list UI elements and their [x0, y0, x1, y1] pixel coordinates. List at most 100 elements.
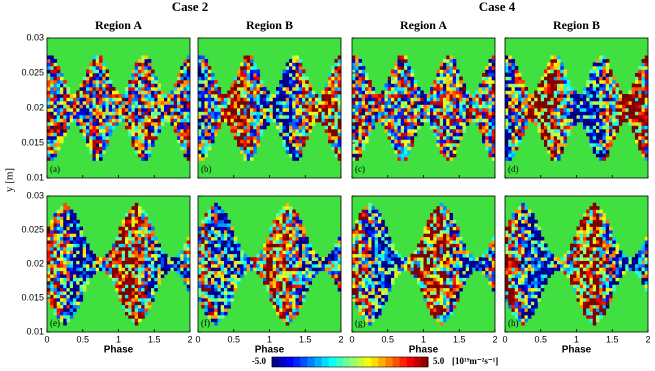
- heat-cell: [398, 94, 402, 98]
- heat-cell: [135, 264, 139, 268]
- heat-cell: [312, 112, 316, 116]
- heat-cell: [184, 143, 188, 147]
- heat-cell: [180, 94, 184, 98]
- heat-cell: [224, 94, 228, 98]
- heat-cell: [135, 223, 139, 227]
- heat-cell: [273, 119, 277, 123]
- heat-cell: [479, 119, 483, 123]
- heat-cell: [80, 254, 84, 258]
- heat-cell: [167, 112, 171, 116]
- heat-cell: [244, 257, 248, 261]
- heat-cell: [263, 281, 267, 285]
- heat-cell: [89, 77, 93, 81]
- heat-cell: [96, 98, 100, 102]
- heat-cell: [208, 254, 212, 258]
- heat-cell: [276, 305, 280, 309]
- heat-cell: [450, 77, 454, 81]
- heat-cell: [276, 216, 280, 220]
- heat-cell: [211, 91, 215, 95]
- heat-cell: [128, 230, 132, 234]
- heat-cell: [198, 98, 202, 102]
- heat-cell: [67, 233, 71, 237]
- heat-cell: [283, 73, 287, 77]
- heat-cell: [198, 147, 202, 151]
- heat-cell: [208, 70, 212, 74]
- heat-cell: [417, 122, 421, 126]
- heat-cell: [63, 108, 67, 112]
- heat-cell: [518, 108, 522, 112]
- heat-cell: [73, 105, 77, 109]
- heat-cell: [583, 98, 587, 102]
- heat-cell: [138, 233, 142, 237]
- heat-cell: [250, 56, 254, 60]
- heat-cell: [227, 108, 231, 112]
- heat-cell: [632, 129, 636, 133]
- heat-cell: [208, 291, 212, 295]
- heat-cell: [283, 288, 287, 292]
- heat-cell: [73, 308, 77, 312]
- heat-cell: [57, 257, 61, 261]
- heat-cell: [54, 305, 58, 309]
- heat-cell: [596, 129, 600, 133]
- heat-cell: [446, 98, 450, 102]
- heat-cell: [414, 112, 418, 116]
- heat-cell: [201, 115, 205, 119]
- heat-cell: [141, 230, 145, 234]
- heat-cell: [299, 133, 303, 137]
- heat-cell: [328, 112, 332, 116]
- heat-cell: [63, 210, 67, 214]
- heat-cell: [161, 98, 165, 102]
- heat-cell: [50, 278, 54, 282]
- heat-cell: [247, 87, 251, 91]
- heat-cell: [138, 108, 142, 112]
- heat-cell: [629, 91, 633, 95]
- heat-cell: [289, 213, 293, 217]
- heat-cell: [603, 126, 607, 130]
- heat-cell: [286, 112, 290, 116]
- heat-cell: [328, 77, 332, 81]
- heat-cell: [80, 98, 84, 102]
- heat-cell: [521, 119, 525, 123]
- heat-cell: [270, 227, 274, 231]
- heat-cell: [508, 70, 512, 74]
- heat-cell: [309, 91, 313, 95]
- heat-cell: [472, 112, 476, 116]
- heat-cell: [590, 112, 594, 116]
- heat-cell: [270, 254, 274, 258]
- heat-cell: [135, 101, 139, 105]
- heat-cell: [135, 206, 139, 210]
- heat-cell: [270, 264, 274, 268]
- heat-cell: [505, 59, 509, 63]
- heat-cell: [289, 87, 293, 91]
- heat-cell: [283, 70, 287, 74]
- heat-cell: [417, 119, 421, 123]
- heat-cell: [47, 257, 51, 261]
- heat-cell: [302, 94, 306, 98]
- heat-cell: [240, 129, 244, 133]
- heat-cell: [453, 115, 457, 119]
- heat-cell: [250, 98, 254, 102]
- heat-cell: [335, 108, 339, 112]
- heat-cell: [227, 91, 231, 95]
- heat-cell: [257, 129, 261, 133]
- heat-cell: [167, 108, 171, 112]
- heat-cell: [96, 154, 100, 158]
- heat-cell: [151, 254, 155, 258]
- heat-cell: [603, 77, 607, 81]
- heat-cell: [86, 80, 90, 84]
- heat-cell: [50, 77, 54, 81]
- heat-cell: [479, 108, 483, 112]
- heat-cell: [201, 80, 205, 84]
- heat-cell: [508, 77, 512, 81]
- heat-cell: [253, 129, 257, 133]
- heat-cell: [138, 254, 142, 258]
- heat-cell: [512, 129, 516, 133]
- heat-cell: [622, 105, 626, 109]
- heat-cell: [404, 73, 408, 77]
- heat-cell: [266, 250, 270, 254]
- heat-cell: [508, 80, 512, 84]
- heat-cell: [401, 150, 405, 154]
- heat-cell: [208, 233, 212, 237]
- x-tick-label: 0.5: [76, 334, 89, 344]
- heat-cell: [518, 122, 522, 126]
